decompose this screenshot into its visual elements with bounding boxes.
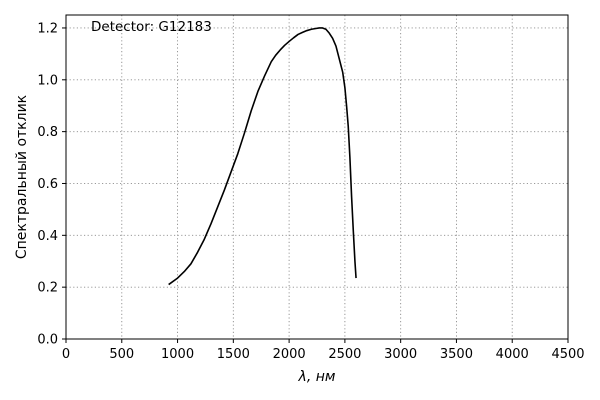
y-axis-label: Спектральный отклик [14, 95, 30, 259]
y-tick-label: 0.8 [37, 125, 58, 140]
detector-annotation: Detector: G12183 [91, 19, 212, 35]
series-line [168, 27, 357, 286]
x-axis-label: λ, нм [298, 369, 336, 385]
x-tick-label: 1000 [161, 347, 194, 362]
x-tick-label: 0 [62, 347, 70, 362]
x-tick-label: 2000 [273, 347, 306, 362]
x-tick-label: 3500 [440, 347, 473, 362]
x-tick-label: 4000 [496, 347, 529, 362]
x-tick-label: 500 [109, 347, 134, 362]
y-tick-label: 0.2 [37, 281, 58, 296]
axes: 0 500 1000 1500 2000 2500 3000 3500 4000 4500 0.0 0… [37, 14, 585, 362]
y-tick-label: 1.0 [37, 73, 58, 88]
x-tick-label: 4500 [551, 347, 584, 362]
y-tick-label: 0.6 [37, 177, 58, 192]
y-tick-label: 0.4 [37, 229, 58, 244]
plot-frame [65, 14, 569, 340]
plot-area [168, 27, 357, 286]
grid [66, 15, 568, 339]
x-tick-label: 1500 [217, 347, 250, 362]
y-tick-label: 0.0 [37, 333, 58, 348]
x-tick-label: 3000 [384, 347, 417, 362]
x-tick-label: 2500 [328, 347, 361, 362]
y-tick-label: 1.2 [37, 21, 58, 36]
